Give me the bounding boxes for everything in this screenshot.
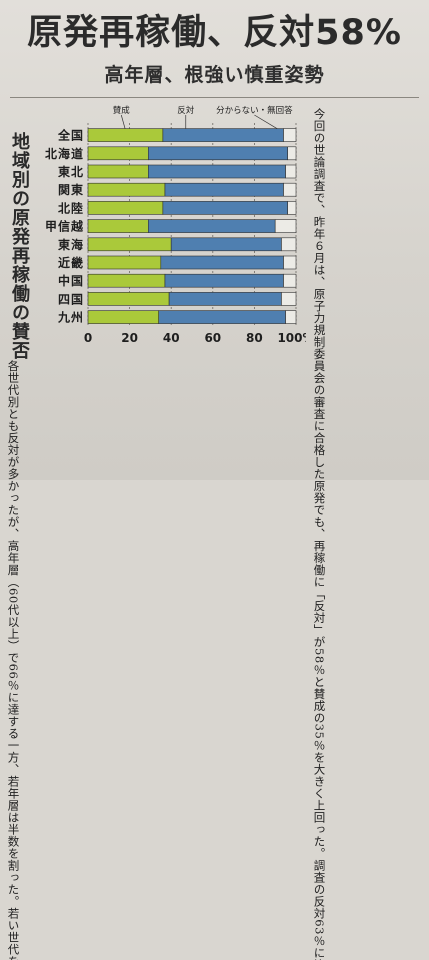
bar-甲信越-分からない・無回答 <box>274 219 297 233</box>
row-label-四国: 四国 <box>58 292 84 306</box>
bar-東北-分からない・無回答 <box>285 164 297 179</box>
bar-四国-分からない・無回答 <box>281 292 297 306</box>
x-tick-1: 20 <box>121 331 138 345</box>
x-tick-5: 100% <box>277 331 306 345</box>
bar-北海道-分からない・無回答 <box>287 146 297 161</box>
row-label-関東: 関東 <box>58 182 84 197</box>
legend-item-1: 反対 <box>177 105 195 116</box>
chart-title: 地域別の原発再稼働の賛否 <box>9 132 30 360</box>
legend-leader-2 <box>254 114 280 131</box>
row-label-北陸: 北陸 <box>58 200 84 215</box>
bar-北海道-賛成 <box>87 146 149 161</box>
bar-東北-反対 <box>148 164 286 179</box>
bar-近畿-賛成 <box>87 255 162 270</box>
legend-item-2: 分からない・無回答 <box>216 105 293 116</box>
x-tick-0: 0 <box>84 331 92 345</box>
bar-中国-分からない・無回答 <box>283 273 297 288</box>
bar-甲信越-反対 <box>148 219 276 233</box>
x-tick-4: 80 <box>246 331 263 345</box>
bar-四国-賛成 <box>87 292 170 306</box>
bar-全国-分からない・無回答 <box>283 128 297 142</box>
bar-北海道-反対 <box>148 146 288 161</box>
bar-全国-反対 <box>162 128 284 142</box>
row-label-北海道: 北海道 <box>45 146 84 161</box>
row-label-東北: 東北 <box>58 164 84 179</box>
subheadline: 高年層、根強い慎重姿勢 <box>104 64 325 86</box>
bar-中国-賛成 <box>87 273 166 288</box>
bar-北陸-反対 <box>162 201 288 215</box>
row-label-東海: 東海 <box>58 237 84 252</box>
row-label-九州: 九州 <box>57 310 84 325</box>
article-body-bottom: 各世代別とも反対が多かったが、高年層（60代以上）で66％に達する一方、若年層は… <box>6 360 21 960</box>
row-label-近畿: 近畿 <box>58 255 84 270</box>
bar-東海-反対 <box>170 237 282 252</box>
bar-東海-賛成 <box>87 237 172 252</box>
bar-関東-分からない・無回答 <box>283 182 297 197</box>
x-tick-3: 60 <box>204 331 221 345</box>
bar-九州-反対 <box>158 310 286 324</box>
x-tick-2: 40 <box>163 331 180 345</box>
chart-bars <box>87 128 297 324</box>
bar-甲信越-賛成 <box>87 219 149 233</box>
bar-四国-反対 <box>168 292 282 306</box>
bar-中国-反対 <box>164 273 284 288</box>
bar-近畿-分からない・無回答 <box>283 255 297 270</box>
chart-legend: 賛成 反対 分からない・無回答 <box>113 105 293 131</box>
bar-関東-賛成 <box>87 182 166 197</box>
bar-近畿-反対 <box>160 255 284 270</box>
bar-九州-分からない・無回答 <box>285 310 297 324</box>
row-label-全国: 全国 <box>57 128 84 143</box>
headline: 原発再稼働、反対58% <box>27 13 402 53</box>
bar-関東-反対 <box>164 182 284 197</box>
bar-全国-賛成 <box>87 128 164 142</box>
bar-東北-賛成 <box>87 164 149 179</box>
legend-item-0: 賛成 <box>113 105 131 116</box>
divider-rule <box>10 97 419 98</box>
bar-東海-分からない・無回答 <box>281 237 297 252</box>
bar-北陸-賛成 <box>87 201 164 215</box>
x-axis-ticks: 0 20 40 60 80 100% <box>84 331 306 345</box>
article-body-top: 今回の世論調査で、昨年６月は、原子力規制委員会の審査に合格した原発でも、再稼働に… <box>312 108 327 960</box>
row-label-甲信越: 甲信越 <box>45 219 84 234</box>
bar-九州-賛成 <box>87 310 160 324</box>
legend-leader-0 <box>120 114 126 131</box>
row-label-中国: 中国 <box>58 273 84 288</box>
bar-北陸-分からない・無回答 <box>287 201 297 215</box>
